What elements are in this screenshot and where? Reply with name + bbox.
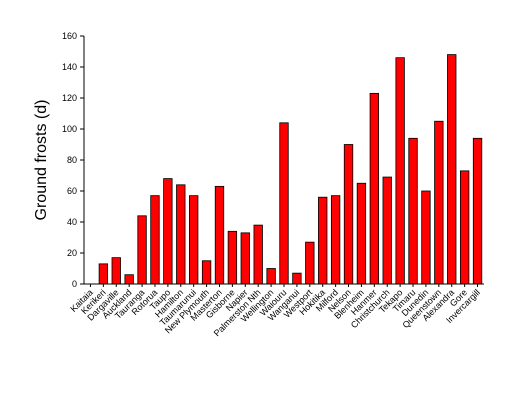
bar-taupo	[163, 178, 173, 285]
y-tick-label: 160	[62, 31, 77, 41]
y-axis-title: Ground frosts (d)	[33, 100, 50, 221]
bar-dunedin	[421, 190, 431, 285]
y-axis-ticks: 0 20 40 60 80 100 120 140 160	[62, 31, 84, 289]
y-tick-label: 120	[62, 93, 77, 103]
bar-waiouru	[279, 122, 289, 285]
bar-christchurch	[382, 176, 392, 285]
bar-napier	[240, 232, 250, 285]
bar-wanganui	[292, 272, 302, 285]
y-tick-label: 140	[62, 62, 77, 72]
bar-tauranga	[137, 215, 147, 285]
y-tick-label: 60	[67, 186, 77, 196]
bar-alexandra	[447, 54, 457, 285]
bar-palmerston-nth	[253, 224, 263, 285]
bar-hamilton	[176, 184, 186, 285]
y-tick-label: 80	[67, 155, 77, 165]
bar-masterton	[214, 185, 225, 285]
bar-new-plymouth	[201, 260, 212, 285]
bar-timaru	[408, 137, 418, 285]
y-tick-label: 20	[67, 248, 77, 258]
bar-queenstown	[434, 120, 444, 285]
bar-milford	[330, 195, 341, 285]
y-tick-label: 100	[62, 124, 77, 134]
bar-kerikeri	[98, 263, 109, 285]
bar-hanmer	[369, 92, 379, 285]
bar-invercargill	[472, 137, 483, 285]
bar-rotorua	[150, 195, 160, 285]
bar-tekapo	[395, 57, 405, 285]
bar-westport	[305, 241, 315, 285]
y-tick-label: 0	[72, 279, 77, 289]
bar-auckland	[124, 274, 134, 285]
bar-blenheim	[356, 182, 367, 285]
bar-wellington	[266, 268, 276, 285]
bar-dargaville	[111, 257, 121, 285]
x-axis-tick-labels: KaitaiaKerikeriDargavilleAucklandTaurang…	[68, 284, 482, 338]
bar-gisborne	[227, 230, 238, 285]
bar-taumarunui	[189, 195, 199, 285]
bar-gore	[459, 170, 470, 285]
bar-nelson	[343, 144, 354, 285]
bar-hokitika	[318, 196, 328, 285]
y-tick-label: 40	[67, 217, 77, 227]
bars	[98, 54, 483, 285]
